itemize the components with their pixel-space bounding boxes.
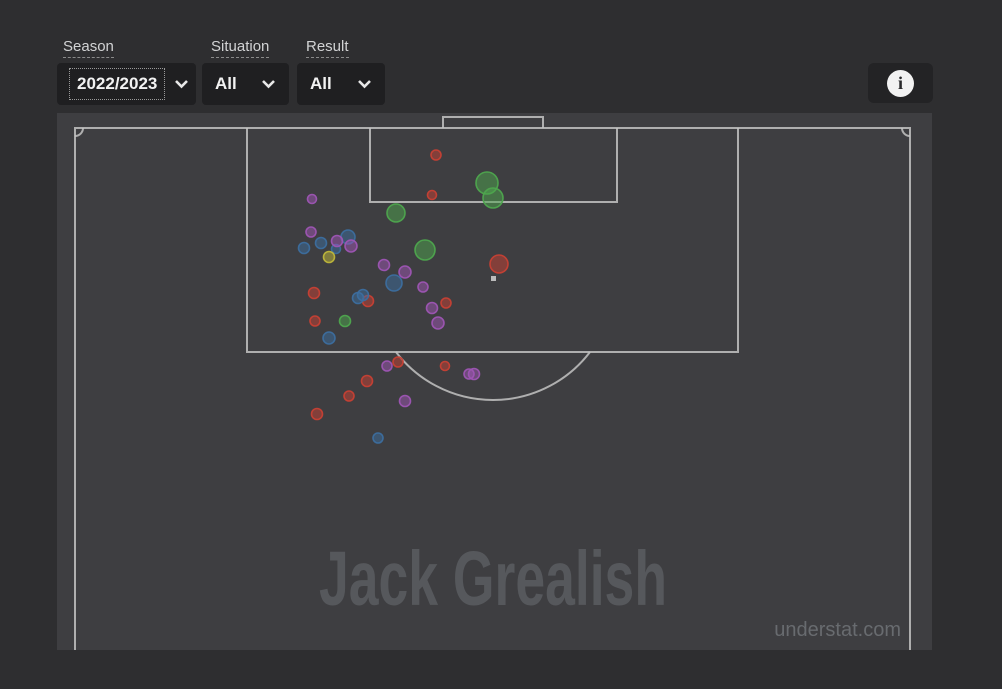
shot-dot-green[interactable] [482, 187, 504, 209]
shot-dot-green[interactable] [386, 203, 406, 223]
shot-dot-purple[interactable] [398, 265, 412, 279]
shot-dot-purple[interactable] [330, 234, 344, 248]
result-filter-label: Result [306, 39, 349, 58]
pitch-outline [74, 127, 911, 650]
situation-filter-label: Situation [211, 39, 270, 58]
shot-dot-red[interactable] [489, 254, 509, 274]
penalty-area [246, 128, 739, 353]
shot-dot-purple[interactable] [344, 239, 358, 253]
shot-dot-red[interactable] [343, 390, 355, 402]
shot-dot-red[interactable] [392, 356, 404, 368]
shot-dot-green[interactable] [338, 314, 352, 328]
shot-dot-purple[interactable] [306, 193, 318, 205]
shot-dot-purple[interactable] [305, 226, 317, 238]
shot-dot-green[interactable] [414, 239, 436, 261]
player-name-watermark: Jack Grealish [319, 536, 667, 622]
result-dropdown-value: All [310, 74, 332, 93]
shot-dot-purple[interactable] [398, 394, 412, 408]
shotmap-panel: Jack Grealish understat.com [57, 113, 932, 650]
pitch-chart: Jack Grealish understat.com [74, 116, 911, 650]
penalty-arc [395, 351, 591, 401]
shot-dot-red[interactable] [439, 360, 451, 372]
corner-arc-right [901, 127, 911, 137]
shot-dot-red[interactable] [440, 297, 452, 309]
result-dropdown[interactable]: All [297, 63, 385, 105]
attribution-watermark: understat.com [774, 619, 901, 641]
shot-dot-purple[interactable] [425, 301, 439, 315]
shot-dot-blue[interactable] [385, 274, 403, 292]
season-filter-label: Season [63, 39, 114, 58]
shot-dot-red[interactable] [360, 374, 374, 388]
shot-dot-blue[interactable] [372, 432, 384, 444]
shot-dot-red[interactable] [307, 286, 321, 300]
shot-dot-purple[interactable] [431, 316, 445, 330]
shot-dot-red[interactable] [309, 315, 321, 327]
penalty-spot [491, 276, 496, 281]
shot-dot-red[interactable] [426, 189, 438, 201]
chevron-down-icon [262, 80, 275, 89]
shot-dot-blue[interactable] [314, 236, 328, 250]
shot-dot-purple[interactable] [377, 258, 391, 272]
shot-dot-blue[interactable] [356, 288, 370, 302]
chevron-down-icon [175, 80, 189, 89]
shots-layer [297, 149, 509, 444]
shot-dot-purple[interactable] [417, 281, 429, 293]
shot-dot-red[interactable] [310, 407, 324, 421]
shot-dot-purple[interactable] [381, 360, 393, 372]
situation-dropdown[interactable]: All [202, 63, 289, 105]
shot-dot-red[interactable] [430, 149, 442, 161]
info-button[interactable]: i [868, 63, 933, 103]
shot-dot-yellow[interactable] [322, 250, 336, 264]
chevron-down-icon [358, 80, 371, 89]
shot-dot-blue[interactable] [297, 241, 311, 255]
season-dropdown-value: 2022/2023 [68, 68, 166, 100]
shot-dot-blue[interactable] [322, 331, 336, 345]
corner-arc-left [74, 127, 84, 137]
goal [442, 116, 544, 128]
situation-dropdown-value: All [215, 74, 237, 93]
info-icon: i [887, 69, 914, 97]
season-dropdown[interactable]: 2022/2023 [57, 63, 196, 105]
shot-dot-purple[interactable] [467, 367, 481, 381]
